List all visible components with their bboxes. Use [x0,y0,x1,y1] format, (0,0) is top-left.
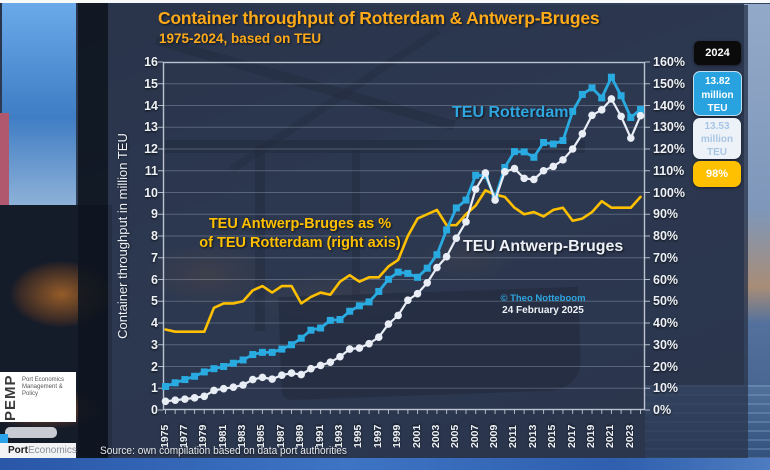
pemp-logo-mark: PEMP [2,374,19,421]
source-note: Source: own compilation based on data po… [100,445,347,457]
pemp-logo: PEMP Port Economics Management & Policy [0,372,76,422]
tick-label: 70% [653,250,679,265]
logo-pill [5,427,57,438]
badge-rotterdam-value: 13.82 million TEU [693,71,742,116]
tick-label: 1 [151,381,158,396]
badge-antwerp-value: 13.53 million TEU [693,118,741,159]
photo-pink-strip [0,113,9,208]
tick-label: 1997 [371,424,384,448]
tick-label: 100% [653,185,685,200]
tick-label: 60% [653,272,679,287]
tick-label: 6 [151,272,158,287]
tick-label: 160% [653,55,685,69]
photo-sky [2,3,76,211]
tick-label: 1983 [236,424,249,448]
tick-label: 2 [151,359,158,374]
top-border-strip [0,0,770,3]
tick-label: 40% [653,316,679,330]
chart-subtitle: 1975-2024, based on TEU [159,31,322,46]
tick-label: 12 [144,142,158,156]
tick-label: 2013 [526,424,539,448]
tick-label: 1991 [313,424,326,448]
tick-label: 80% [653,229,679,243]
tick-label: 9 [151,207,158,222]
tick-label: 30% [653,337,679,352]
tick-label: 2017 [565,424,578,448]
tick-label: 7 [151,250,158,265]
tick-label: 2015 [546,424,559,448]
tick-label: 1995 [352,424,365,448]
photo-dusk-sky [744,4,770,460]
tick-label: 0% [653,403,672,417]
tick-label: 2019 [585,424,598,448]
tick-label: 0 [151,403,158,417]
tick-label: 90% [653,207,679,222]
tick-label: 1977 [177,424,190,448]
tick-label: 1989 [294,424,307,448]
credit-author: © Theo Notteboom [500,293,586,304]
badge-ratio-value: 98% [693,161,741,187]
tick-label: 11 [144,163,158,178]
tick-label: 2001 [410,424,423,448]
tick-label: 110% [653,163,685,178]
tick-label: 4 [151,316,158,330]
tick-label: 10 [144,185,158,200]
tick-label: 50% [653,294,679,309]
tick-label: 2005 [449,424,462,448]
tick-label: 2021 [604,424,617,448]
bottom-blue-strip [0,458,770,470]
tick-label: 2007 [468,424,481,448]
tick-label: 8 [151,229,158,243]
series-label-rotterdam: TEU Rotterdam [452,104,569,121]
series-label-antwerp-bruges: TEU Antwerp-Bruges [463,238,624,255]
pemp-logo-text: Port Economics Management & Policy [22,377,65,397]
photo-crane-column [78,0,108,470]
tick-label: 14 [144,98,158,113]
tick-label: 1999 [391,424,404,448]
tick-label: 1993 [332,424,345,448]
tick-label: 3 [151,337,158,352]
tick-label: 1979 [197,424,210,448]
credit-date: 24 February 2025 [502,305,584,316]
annotation-percentage-series: TEU Antwerp-Bruges as % of TEU Rotterdam… [199,216,401,251]
badge-year: 2024 [694,41,741,65]
tick-label: 130% [653,120,685,135]
tick-label: 150% [653,76,685,91]
logo-blue-square [0,434,8,443]
chart-title: Container throughput of Rotterdam & Antw… [158,8,600,28]
porteconomics-wordmark: PortEconomics [0,443,77,458]
tick-label: 2003 [429,424,442,448]
tick-label: 120% [653,142,685,156]
tick-label: 1975 [158,424,171,448]
tick-label: 20% [653,359,679,374]
tick-label: 1981 [216,424,229,448]
tick-label: 10% [653,381,679,396]
tick-label: 15 [144,76,158,91]
credit: © Theo Notteboom 24 February 2025 [478,293,608,317]
plot-area [158,61,650,414]
tick-label: 13 [144,120,158,135]
tick-label: 16 [144,55,158,69]
tick-label: 5 [151,294,158,309]
tick-label: 1985 [255,424,268,448]
tick-label: 140% [653,98,685,113]
tick-label: 1987 [274,424,287,448]
tick-label: 2023 [623,424,636,448]
chart-panel-overlay [108,5,748,458]
tick-label: 2011 [507,425,520,448]
tick-label: 2009 [488,424,501,448]
